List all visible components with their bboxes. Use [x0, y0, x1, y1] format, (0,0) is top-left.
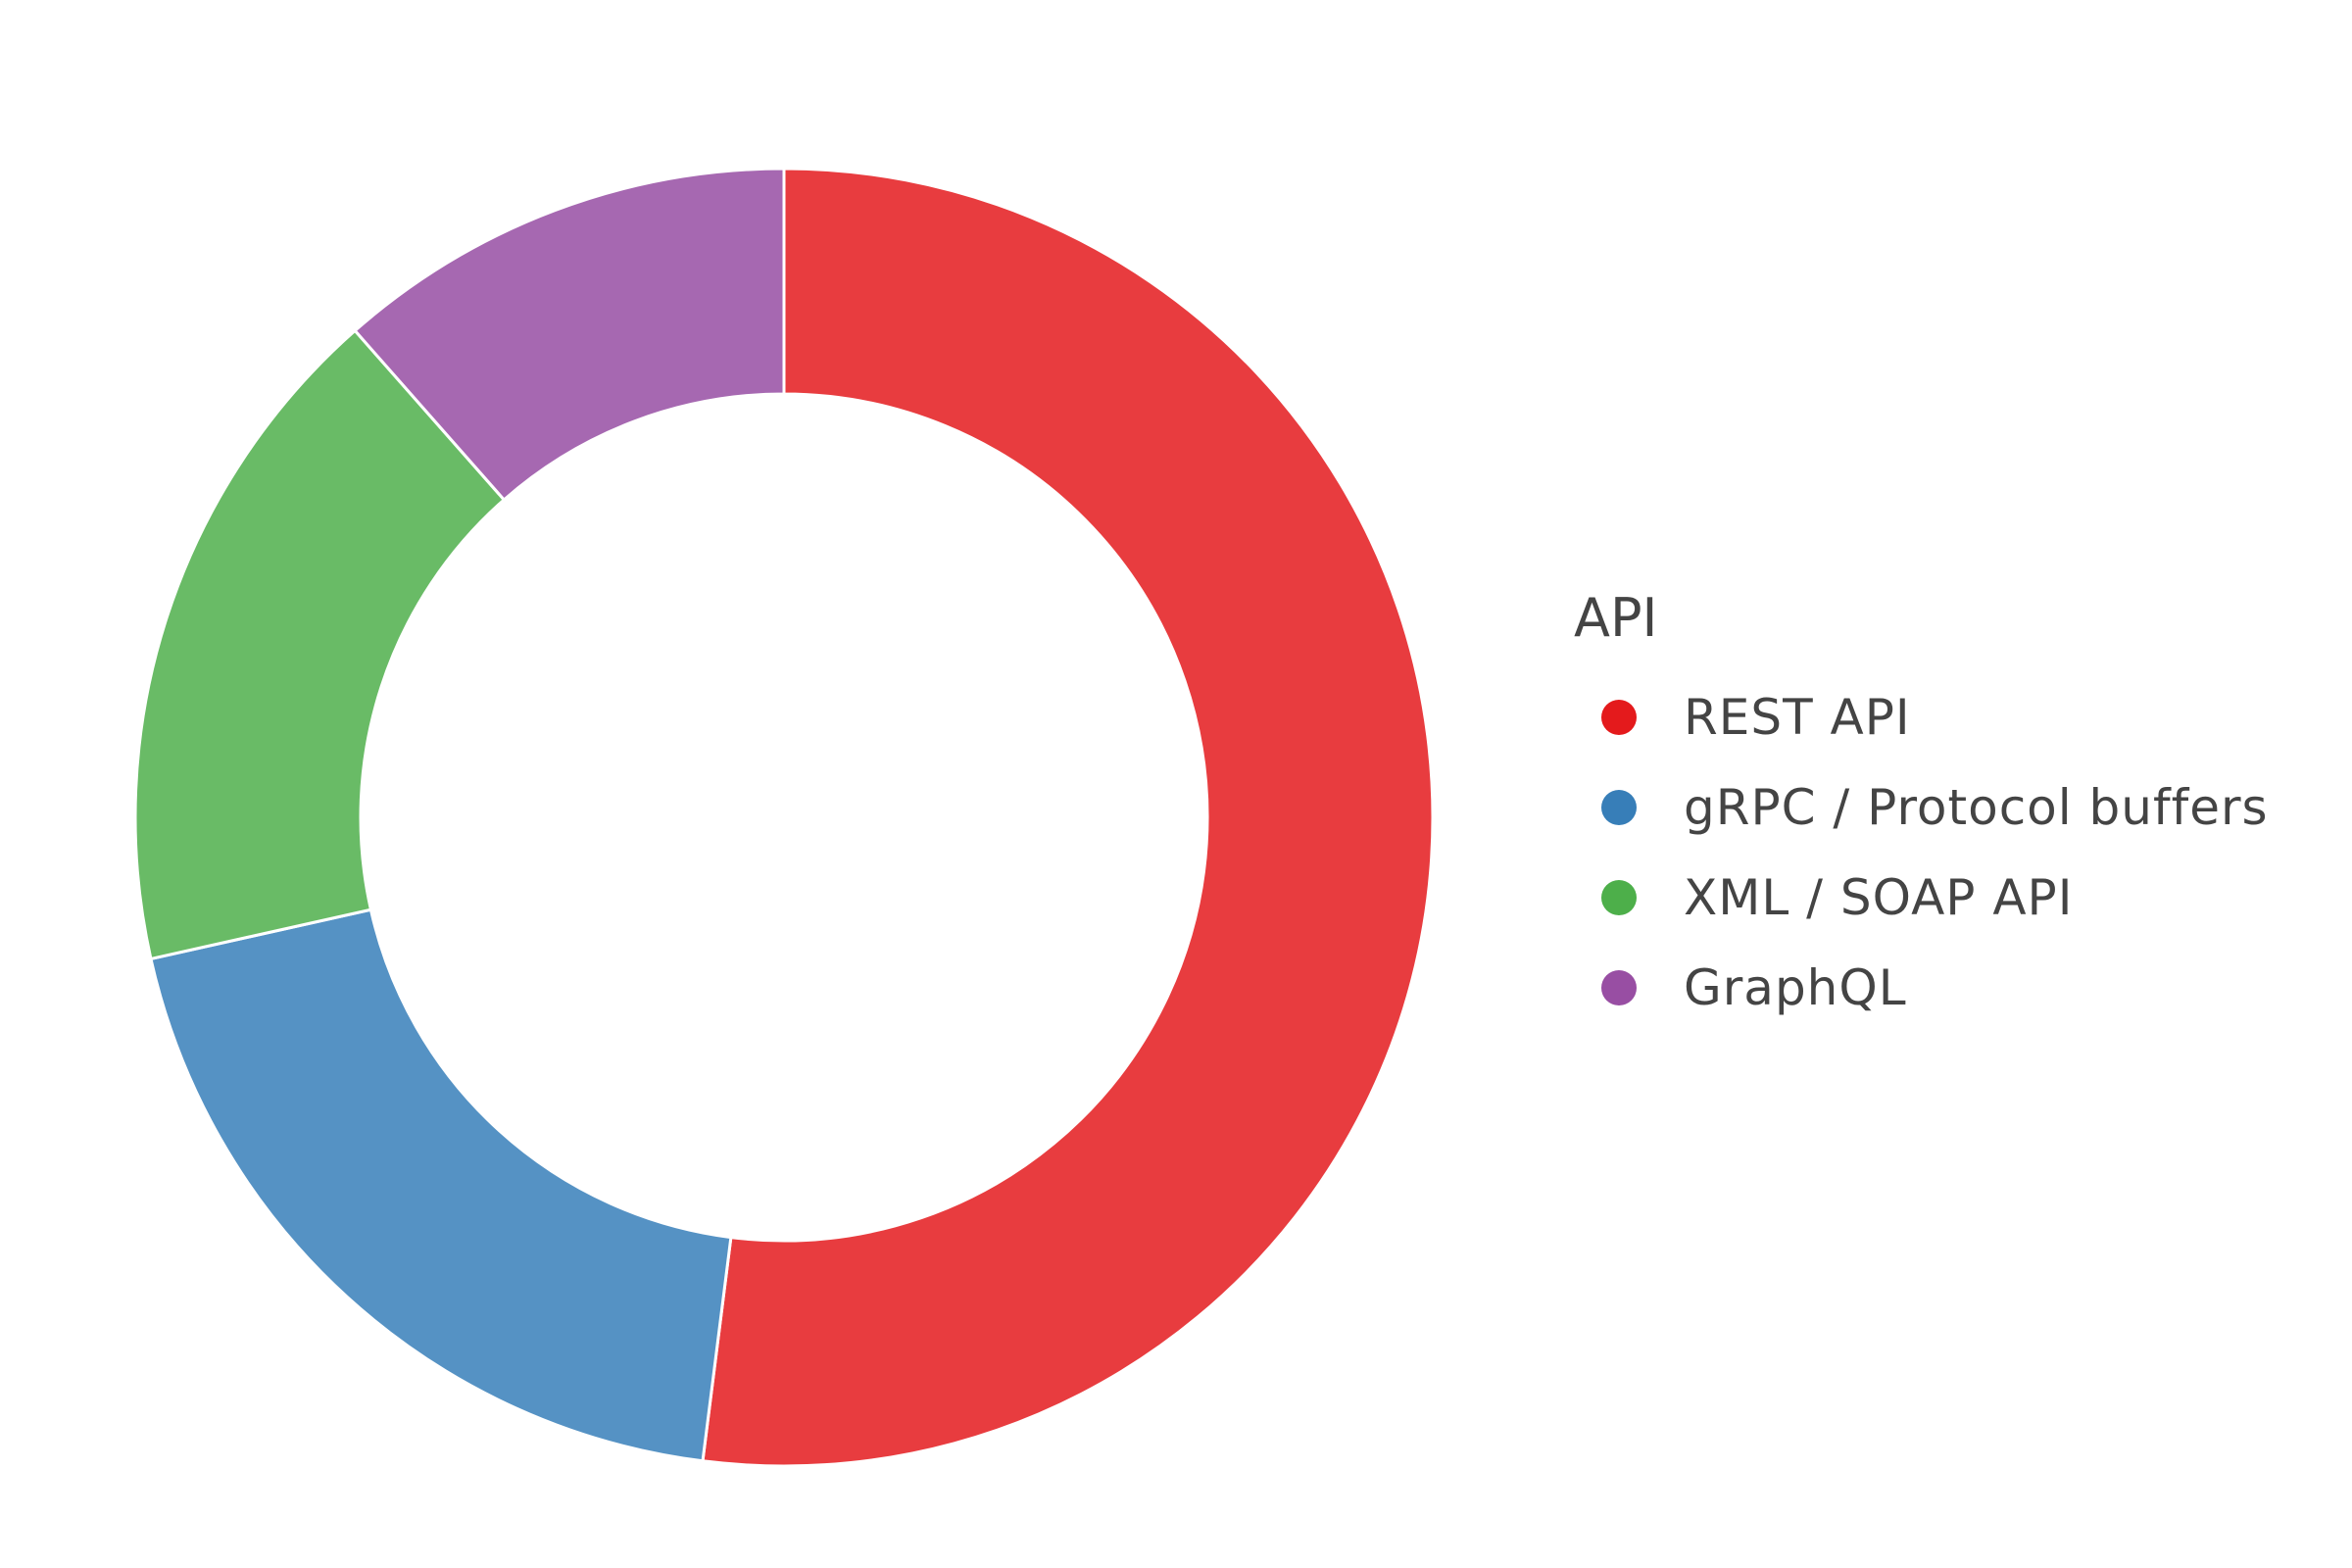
legend-item-graphql[interactable]: GraphQL: [1572, 943, 2269, 1033]
legend-item-xml-soap-api[interactable]: XML / SOAP API: [1572, 853, 2269, 943]
legend-swatch-icon: [1601, 790, 1637, 825]
slice-graphql[interactable]: [353, 167, 786, 503]
slice-grpc-protocol-buffers[interactable]: [149, 907, 733, 1463]
slice-xml-soap-api[interactable]: [133, 328, 507, 961]
legend-item-rest-api[interactable]: REST API: [1572, 672, 2269, 762]
legend-label: XML / SOAP API: [1684, 869, 2074, 926]
legend-items: REST API gRPC / Protocol buffers XML / SOA…: [1572, 672, 2269, 1033]
legend-label: GraphQL: [1684, 959, 1907, 1016]
legend-label: gRPC / Protocol buffers: [1684, 779, 2269, 836]
donut-plot: [133, 167, 1435, 1468]
legend-title: API: [1574, 587, 1658, 649]
legend-swatch-icon: [1601, 970, 1637, 1005]
legend-item-grpc-protocol-buffers[interactable]: gRPC / Protocol buffers: [1572, 762, 2269, 853]
legend-swatch-icon: [1601, 700, 1637, 735]
legend-label: REST API: [1684, 689, 1911, 746]
slice-rest-api[interactable]: [701, 167, 1435, 1468]
legend: API REST API gRPC / Protocol buffers XML /…: [1572, 584, 2269, 1033]
legend-swatch-icon: [1601, 880, 1637, 915]
